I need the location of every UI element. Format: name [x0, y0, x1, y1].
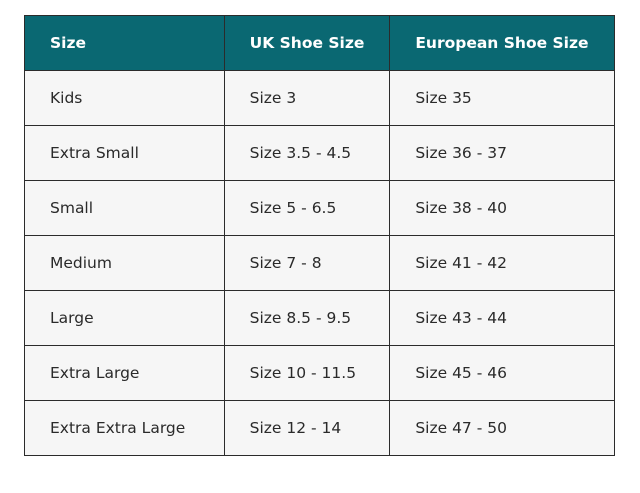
- column-header-size: Size: [24, 15, 225, 71]
- uk-size-cell: Size 10 - 11.5: [223, 345, 391, 401]
- eu-size-cell: Size 45 - 46: [389, 345, 615, 401]
- size-cell: Large: [24, 290, 225, 346]
- table-header-row: Size UK Shoe Size European Shoe Size: [24, 15, 615, 71]
- size-cell: Medium: [24, 235, 225, 291]
- uk-size-cell: Size 12 - 14: [223, 400, 391, 456]
- table-row: Medium Size 7 - 8 Size 41 - 42: [24, 235, 615, 291]
- eu-size-cell: Size 35: [389, 70, 615, 126]
- uk-size-cell: Size 7 - 8: [223, 235, 391, 291]
- table-row: Small Size 5 - 6.5 Size 38 - 40: [24, 180, 615, 236]
- uk-size-cell: Size 3: [223, 70, 391, 126]
- table-row: Large Size 8.5 - 9.5 Size 43 - 44: [24, 290, 615, 346]
- eu-size-cell: Size 47 - 50: [389, 400, 615, 456]
- table-row: Kids Size 3 Size 35: [24, 70, 615, 126]
- eu-size-cell: Size 43 - 44: [389, 290, 615, 346]
- eu-size-cell: Size 41 - 42: [389, 235, 615, 291]
- eu-size-cell: Size 36 - 37: [389, 125, 615, 181]
- eu-size-cell: Size 38 - 40: [389, 180, 615, 236]
- size-cell: Extra Extra Large: [24, 400, 225, 456]
- size-cell: Kids: [24, 70, 225, 126]
- uk-size-cell: Size 3.5 - 4.5: [223, 125, 391, 181]
- table-row: Extra Large Size 10 - 11.5 Size 45 - 46: [24, 345, 615, 401]
- size-chart-table: Size UK Shoe Size European Shoe Size Kid…: [24, 15, 615, 456]
- column-header-uk: UK Shoe Size: [223, 15, 391, 71]
- table-row: Extra Small Size 3.5 - 4.5 Size 36 - 37: [24, 125, 615, 181]
- size-cell: Small: [24, 180, 225, 236]
- uk-size-cell: Size 8.5 - 9.5: [223, 290, 391, 346]
- uk-size-cell: Size 5 - 6.5: [223, 180, 391, 236]
- column-header-eu: European Shoe Size: [389, 15, 615, 71]
- size-cell: Extra Small: [24, 125, 225, 181]
- size-cell: Extra Large: [24, 345, 225, 401]
- table-row: Extra Extra Large Size 12 - 14 Size 47 - 5…: [24, 400, 615, 456]
